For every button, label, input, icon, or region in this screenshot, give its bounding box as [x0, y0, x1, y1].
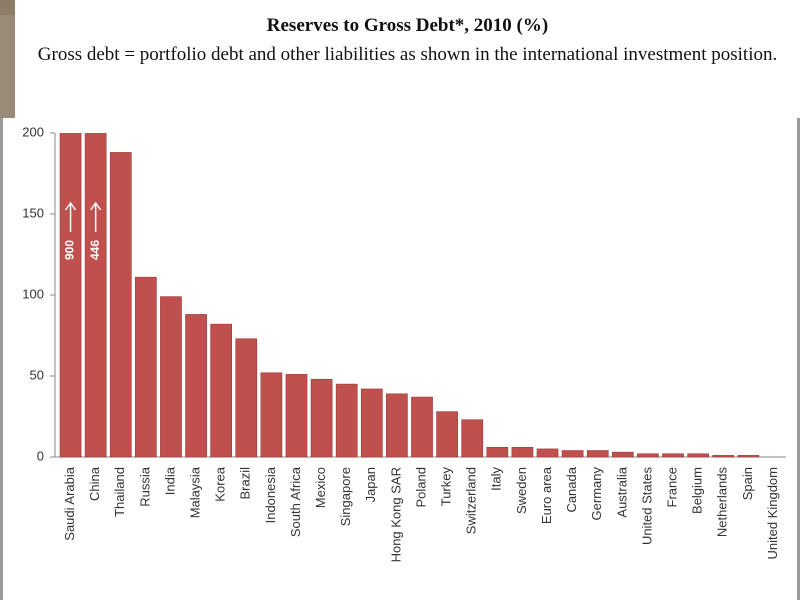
bar [185, 314, 207, 458]
x-tick-label: Italy [489, 467, 504, 491]
bar [310, 378, 333, 458]
bar [511, 446, 534, 458]
x-tick-label: Malaysia [188, 466, 203, 518]
x-tick-label: Belgium [690, 467, 705, 514]
bar [235, 338, 258, 458]
chart-subtitle: Gross debt = portfolio debt and other li… [37, 44, 778, 65]
x-tick-label: France [664, 467, 679, 507]
bar [436, 411, 458, 458]
chart-title: Reserves to Gross Debt*, 2010 (%) [266, 15, 549, 36]
header: Reserves to Gross Debt*, 2010 (%) Gross … [15, 0, 800, 118]
bar [210, 323, 233, 458]
right-frame [797, 118, 800, 600]
x-tick-label: Switzerland [464, 467, 479, 534]
annotation-arrowhead [64, 201, 77, 211]
x-tick-label: Russia [137, 466, 152, 507]
x-tick-label: Poland [413, 467, 428, 507]
value-label: 446 [88, 240, 102, 260]
bar [84, 133, 107, 458]
bar [109, 152, 132, 458]
bar [637, 453, 659, 458]
bar [486, 446, 509, 458]
bar [160, 296, 182, 458]
value-label: 900 [63, 240, 77, 260]
x-tick-label: South Africa [288, 466, 303, 537]
bar [687, 453, 709, 458]
bar [737, 455, 760, 458]
bar [360, 388, 383, 458]
side-band [0, 15, 15, 118]
bar [411, 396, 433, 458]
x-tick-label: United Kingdom [765, 467, 780, 560]
x-tick-label: Euro area [539, 466, 554, 524]
x-tick-label: Turkey [439, 467, 454, 507]
bar [561, 450, 584, 458]
x-tick-label: Singapore [338, 467, 353, 526]
x-tick-label: Canada [564, 466, 579, 512]
bar [461, 419, 484, 458]
left-frame [0, 118, 3, 600]
y-tick-label: 150 [22, 205, 44, 220]
bar [285, 374, 308, 458]
plot-area [59, 133, 760, 458]
x-tick-label: Sweden [514, 467, 529, 514]
x-tick-label: Netherlands [715, 467, 730, 538]
bar [536, 448, 559, 458]
x-tick-label: Mexico [313, 467, 328, 508]
bar [386, 393, 408, 458]
x-tick-label: Indonesia [263, 466, 278, 523]
x-tick-label: India [162, 466, 177, 495]
y-tick-label: 100 [22, 286, 44, 301]
bar [712, 455, 735, 458]
bar [335, 383, 358, 458]
y-tick-label: 50 [30, 367, 44, 382]
bar [662, 453, 684, 458]
x-tick-label: Thailand [112, 467, 127, 517]
x-tick-label: Japan [363, 467, 378, 502]
x-tick-label: Australia [614, 466, 629, 517]
x-tick-label: United States [639, 467, 654, 546]
bar [586, 450, 609, 458]
bar [260, 372, 283, 458]
y-tick-label: 200 [22, 124, 44, 139]
x-tick-label: Germany [589, 467, 604, 521]
x-tick-label: Korea [213, 466, 228, 501]
x-tick-label: China [87, 466, 102, 501]
x-tick-label: Spain [740, 467, 755, 500]
x-tick-label: Hong Kong SAR [388, 467, 403, 562]
x-tick-label: Brazil [238, 467, 253, 500]
y-tick-label: 0 [37, 448, 44, 463]
bar [135, 276, 157, 458]
bar-annotation: 900 [63, 201, 77, 260]
bar [59, 133, 82, 458]
x-tick-label: Saudi Arabia [62, 466, 77, 540]
bar-annotation: 446 [88, 201, 102, 260]
bar [611, 451, 634, 458]
annotation-arrowhead [90, 201, 102, 211]
